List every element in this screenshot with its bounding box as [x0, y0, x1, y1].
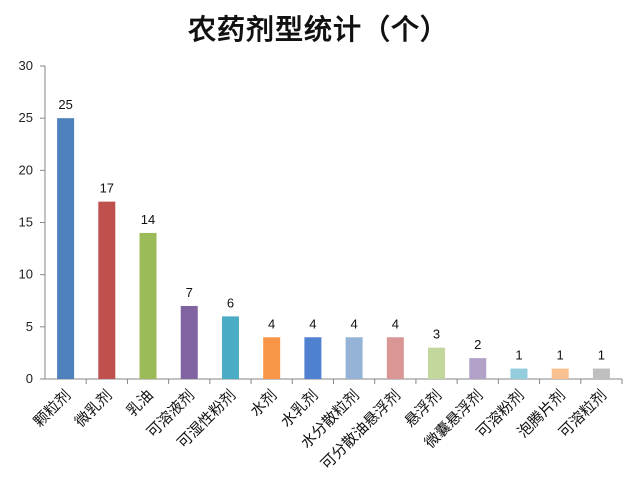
data-label: 4: [392, 316, 399, 331]
bar: [510, 368, 528, 379]
x-category-label: 微乳剂: [71, 386, 116, 431]
data-label: 1: [598, 348, 605, 363]
data-label: 1: [557, 348, 564, 363]
y-tick-label: 25: [19, 110, 33, 125]
y-tick-label: 5: [26, 319, 33, 334]
bar: [221, 316, 239, 379]
chart-title: 农药剂型统计（个）: [187, 13, 449, 46]
data-label: 1: [515, 348, 522, 363]
data-label: 4: [350, 316, 357, 331]
bar: [469, 358, 487, 379]
bar: [180, 305, 198, 379]
y-tick-label: 30: [19, 58, 33, 73]
x-category-label: 水剂: [247, 386, 281, 420]
data-label: 7: [186, 285, 193, 300]
data-label: 25: [58, 97, 72, 112]
bar: [428, 347, 446, 379]
y-tick-label: 10: [19, 267, 33, 282]
y-tick-label: 20: [19, 162, 33, 177]
data-label: 4: [309, 316, 316, 331]
data-label: 17: [100, 181, 114, 196]
data-label: 6: [227, 295, 234, 310]
bar: [386, 337, 404, 379]
x-category-label: 颗粒剂: [30, 386, 75, 431]
x-category-label: 乳油: [123, 386, 157, 420]
bar: [551, 368, 569, 379]
bar: [57, 118, 75, 380]
y-tick-label: 15: [19, 215, 33, 230]
bar: [592, 368, 610, 379]
y-tick-label: 0: [26, 371, 33, 386]
bar: [345, 337, 363, 379]
data-label: 14: [141, 212, 155, 227]
data-label: 2: [474, 337, 481, 352]
bar: [263, 337, 281, 379]
bar: [98, 201, 116, 379]
data-label: 4: [268, 316, 275, 331]
data-label: 3: [433, 327, 440, 342]
bar: [139, 232, 157, 379]
bar: [304, 337, 322, 379]
